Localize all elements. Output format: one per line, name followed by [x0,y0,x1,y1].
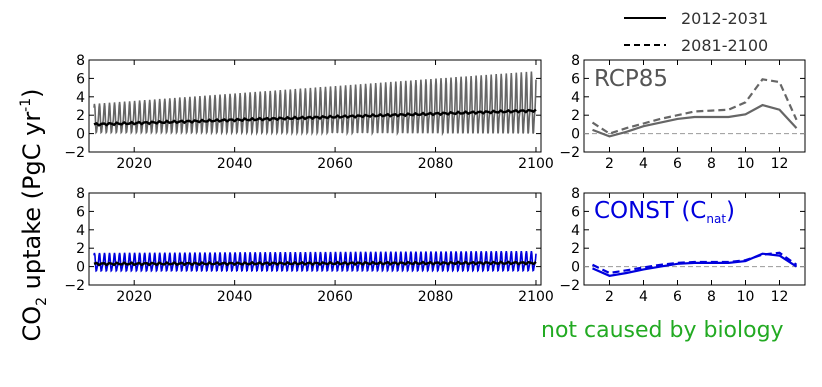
const-timeseries-ytick-label: 0 [76,260,85,276]
y-axis-label: CO2 uptake (PgC yr-1) [18,88,50,341]
const-seasonal-ytick-label: 0 [571,260,580,276]
const-panel-label-sub: nat [706,212,726,226]
rcp-timeseries-xtick-label: 2020 [116,156,152,172]
const-timeseries-panel: −2 0 2 4 6 8 2020 2040 2060 2080 2100 [64,186,553,305]
rcp-seasonal-xtick-label: 8 [707,156,716,172]
legend: 2012-2031 2081-2100 [624,9,768,55]
rcp-seasonal-ytick-label: 0 [571,127,580,143]
svg-text:CO2 uptake (PgC yr-1): CO2 uptake (PgC yr-1) [18,88,50,341]
rcp-seasonal-ytick-label: −2 [559,145,580,161]
const-timeseries-xtick-label: 2100 [518,289,554,305]
const-seasonal-xtick-label: 6 [673,289,682,305]
const-seasonal-xtick-label: 8 [707,289,716,305]
rcp-timeseries-xtick-label: 2060 [317,156,353,172]
const-timeseries-frame [88,192,542,286]
const-timeseries-ytick-label: 6 [76,204,85,220]
rcp-seasonal-xtick-label: 4 [639,156,648,172]
const-panel-label-close: ) [726,198,735,224]
const-timeseries-ytick-label: 8 [76,186,85,202]
const-seasonal-ytick-label: 2 [571,241,580,257]
const-seasonal-xtick-label: 2 [605,289,614,305]
const-timeseries-annual-mean-series [93,260,537,267]
rcp-timeseries-ytick-label: −2 [64,145,85,161]
const-timeseries-xtick-label: 2020 [116,289,152,305]
const-seasonal-xtick-label: 12 [771,289,789,305]
y-axis-label-rest: uptake (PgC yr [18,112,46,297]
rcp-seasonal-series-dashed [591,78,798,135]
rcp-seasonal-xtick-label: 6 [673,156,682,172]
const-seasonal-xtick-label: 10 [737,289,755,305]
rcp-seasonal-series-solid [592,103,798,138]
const-timeseries-xtick-label: 2040 [217,289,253,305]
rcp-timeseries-ytick-label: 8 [76,53,85,69]
rcp-timeseries-panel: −2 0 2 4 6 8 2020 2040 2060 2080 2100 [64,53,553,172]
const-panel-label: CONST (Cnat) [594,198,735,226]
const-seasonal-panel: −2 0 2 4 6 8 2 4 6 8 10 12 [559,186,806,305]
const-seasonal-ytick-label: −2 [559,278,580,294]
rcp-seasonal-xtick-label: 12 [771,156,789,172]
const-timeseries-ytick-label: −2 [64,278,85,294]
y-axis-label-co: CO [18,306,46,342]
rcp-panel-label: RCP85 [594,66,668,92]
rcp-seasonal-xtick-label: 2 [605,156,614,172]
rcp-timeseries-xtick-label: 2080 [418,156,454,172]
rcp-seasonal-ytick-label: 4 [571,90,580,106]
const-seasonal-xtick-label: 4 [639,289,648,305]
y-axis-label-sup: -1 [18,98,34,112]
const-timeseries-ytick-label: 4 [76,223,85,239]
const-seasonal-series-dashed [592,251,798,275]
rcp-seasonal-panel: −2 0 2 4 6 8 2 4 6 8 10 12 [559,53,806,172]
rcp-timeseries-ytick-label: 0 [76,127,85,143]
const-seasonal-series-solid [592,252,798,277]
rcp-timeseries-xtick-label: 2100 [518,156,554,172]
const-timeseries-xtick-label: 2080 [418,289,454,305]
rcp-seasonal-frame [583,59,806,153]
y-axis-label-sub: 2 [34,297,50,306]
const-panel-label-main: CONST (C [594,198,706,224]
rcp-timeseries-ytick-label: 2 [76,108,85,124]
rcp-seasonal-ytick-label: 8 [571,53,580,69]
const-seasonal-ytick-label: 8 [571,186,580,202]
const-seasonal-frame [583,192,806,286]
const-timeseries-seasonal-series [93,250,537,273]
const-timeseries-xtick-label: 2060 [317,289,353,305]
rcp-timeseries-frame [88,59,542,153]
rcp-seasonal-ytick-label: 2 [571,108,580,124]
const-seasonal-ytick-label: 6 [571,204,580,220]
rcp-seasonal-ytick-label: 6 [571,71,580,87]
rcp-timeseries-annual-mean-series [93,108,537,127]
y-axis-label-close: ) [18,88,46,97]
rcp-timeseries-ytick-label: 4 [76,90,85,106]
const-timeseries-ytick-label: 2 [76,241,85,257]
rcp-timeseries-ytick-label: 6 [76,71,85,87]
const-seasonal-ytick-label: 4 [571,223,580,239]
rcp-seasonal-xtick-label: 10 [737,156,755,172]
legend-dashed-label: 2081-2100 [681,36,768,55]
rcp-timeseries-seasonal-series [93,71,537,137]
legend-solid-label: 2012-2031 [681,9,768,28]
annotation: not caused by biology [541,318,784,343]
rcp-timeseries-xtick-label: 2040 [217,156,253,172]
